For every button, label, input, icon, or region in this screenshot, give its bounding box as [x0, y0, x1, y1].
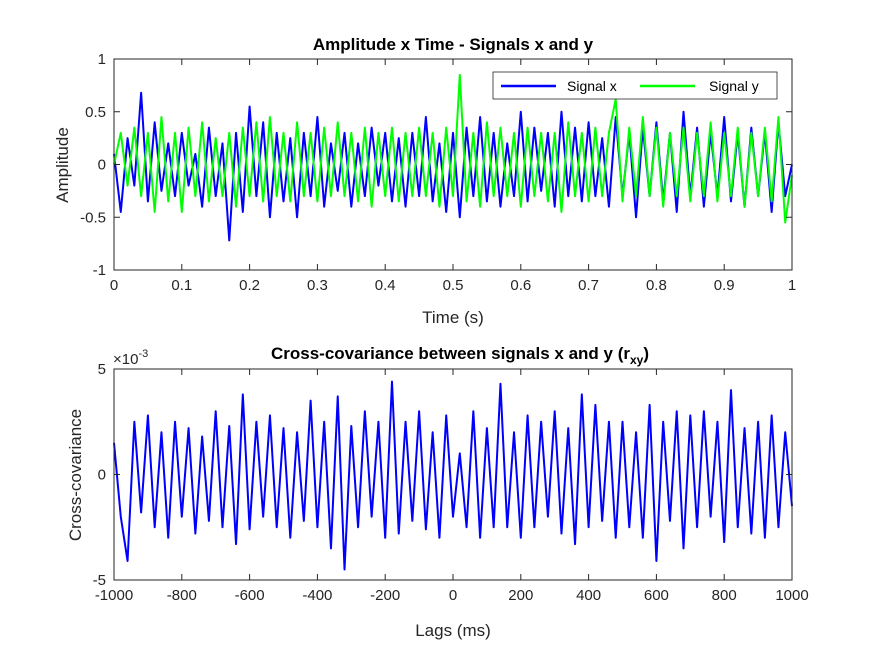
title-main: Cross-covariance between signals x and y… [271, 344, 630, 363]
x-tick-label: -400 [302, 587, 332, 604]
x-tick-label: 0.4 [375, 277, 396, 294]
series-layer [113, 73, 793, 242]
y-tick-label: -1 [93, 262, 106, 279]
y-exponent-label: ×10-3 [113, 348, 148, 368]
x-tick-label: 0 [110, 277, 118, 294]
y-exponent-power: -3 [138, 348, 148, 360]
legend: Signal x Signal y [492, 71, 778, 100]
x-tick-label: 0.9 [714, 277, 735, 294]
x-tick-label: 800 [712, 587, 737, 604]
chart-title: Amplitude x Time - Signals x and y [313, 35, 594, 54]
y-tick-label: 5 [98, 361, 106, 378]
y-exponent-prefix: ×10 [113, 351, 138, 368]
cross-covariance-axes: -1000 -800 -600 -400 -200 0 200 400 600 800 1000 -… [66, 344, 809, 640]
x-tick-label: -600 [235, 587, 265, 604]
y-tick-label: 0 [98, 467, 106, 484]
y-ticks: -5 0 5 [93, 361, 792, 589]
x-tick-label: 0.1 [171, 277, 192, 294]
y-tick-label: 0.5 [85, 104, 106, 121]
x-tick-label: 0.6 [510, 277, 531, 294]
x-tick-label: 0.5 [443, 277, 464, 294]
x-tick-label: 0 [449, 587, 457, 604]
x-tick-label: 0.2 [239, 277, 260, 294]
y-axis-label: Amplitude [53, 127, 72, 203]
plot-area [114, 369, 792, 580]
x-ticks: 0 0.1 0.2 0.3 0.4 0.5 0.6 0.7 0.8 0.9 1 [110, 59, 796, 294]
y-tick-label: 0 [98, 157, 106, 174]
x-tick-label: -200 [370, 587, 400, 604]
title-subscript: xy [630, 353, 644, 367]
x-tick-label: 600 [644, 587, 669, 604]
legend-label-signal-x: Signal x [567, 78, 617, 94]
y-ticks: -1 -0.5 0 0.5 1 [80, 51, 792, 279]
x-tick-label: 1 [788, 277, 796, 294]
series-line-1 [113, 380, 793, 571]
series-line-2 [113, 73, 793, 224]
x-tick-label: 0.8 [646, 277, 667, 294]
title-suffix: ) [643, 344, 649, 363]
chart-title: Cross-covariance between signals x and y… [271, 344, 649, 367]
y-tick-label: 1 [98, 51, 106, 68]
x-ticks: -1000 -800 -600 -400 -200 0 200 400 600 800 1000 [95, 369, 809, 604]
x-tick-label: -1000 [95, 587, 133, 604]
x-axis-label: Lags (ms) [415, 621, 491, 640]
x-tick-label: 0.7 [578, 277, 599, 294]
x-tick-label: 1000 [775, 587, 808, 604]
y-tick-label: -5 [93, 572, 106, 589]
y-tick-label: -0.5 [80, 209, 106, 226]
x-tick-label: 0.3 [307, 277, 328, 294]
series-layer [113, 380, 793, 571]
x-tick-label: -800 [167, 587, 197, 604]
x-tick-label: 200 [508, 587, 533, 604]
amplitude-time-axes: 0 0.1 0.2 0.3 0.4 0.5 0.6 0.7 0.8 0.9 1 -1 -0.5 0 0.5… [53, 35, 796, 327]
x-tick-label: 400 [576, 587, 601, 604]
legend-label-signal-y: Signal y [709, 78, 759, 94]
y-axis-label: Cross-covariance [66, 409, 85, 541]
x-axis-label: Time (s) [422, 308, 484, 327]
